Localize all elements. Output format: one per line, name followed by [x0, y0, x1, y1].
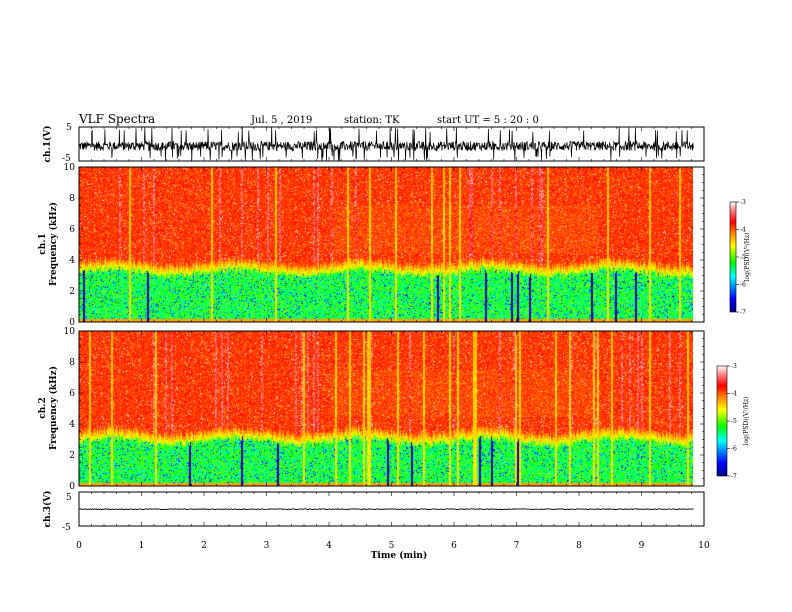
x-axis-tick-label: 4: [326, 541, 332, 551]
ch2-ytick-label: 4: [69, 420, 75, 430]
cb2-tick-label: -3: [731, 363, 737, 370]
x-axis-tick-label: 8: [576, 541, 582, 551]
ch1-ytick-label: 2: [69, 287, 75, 297]
ch1-waveform-ylabel: ch.1(V): [42, 126, 53, 163]
ch1-waveform-panel: 5 -5 ch.1(V): [42, 123, 705, 164]
ch1-colorbar-gradient: [729, 201, 737, 313]
ch2-colorbar-gradient: [716, 365, 728, 477]
header-date: Jul. 5 , 2019: [250, 115, 312, 126]
x-axis-tick-label: 0: [76, 541, 82, 551]
cb1-tick-label: -7: [740, 309, 746, 316]
ch3-waveform-panel: 5 -5 ch.3(V): [42, 491, 705, 533]
ch2-spectrogram-ylabel-frequency: Frequency (kHz): [48, 366, 59, 450]
x-axis-tick-labels: 0 1 2 3 4 5 6 7 8 9 10: [76, 541, 710, 551]
header-start-time: start UT = 5 : 20 : 0: [437, 115, 539, 126]
ch2-spectrogram-image: [79, 331, 693, 486]
cb1-tick-label: -3: [740, 199, 746, 206]
header-station: station: TK: [344, 115, 400, 126]
ch2-colorbar-label: log(PSD)(V²/Hz): [743, 397, 750, 446]
ch1-spectrogram-ylabel-frequency: Frequency (kHz): [48, 202, 59, 286]
x-axis-tick-label: 1: [139, 541, 145, 551]
ch1-colorbar-label: log(PSD)(V²/Hz): [744, 233, 751, 282]
ch2-ytick-label: 2: [69, 451, 75, 461]
ch2-spectrogram-ylabel-channel: ch.2: [38, 397, 48, 418]
cb1-tick-label: -4: [740, 227, 746, 234]
ch1-ytick-label: 10: [64, 163, 76, 173]
ch1-ytick-label: 0: [69, 318, 75, 328]
ch1-spectrogram-image: [79, 167, 693, 322]
cb1-tick-label: -6: [740, 282, 746, 289]
x-axis-tick-label: 10: [698, 541, 710, 551]
x-axis-label: Time (min): [371, 550, 428, 561]
cb2-tick-label: -7: [731, 473, 737, 480]
ch1-spectrogram-ylabel-channel: ch.1: [38, 233, 48, 254]
ch1-ytick-label: 8: [69, 194, 75, 204]
ch2-ytick-label: 10: [64, 327, 76, 337]
ch3-waveform-ylabel: ch.3(V): [42, 491, 53, 528]
cb2-tick-label: -6: [731, 446, 737, 453]
ch2-colorbar: log(PSD)(V²/Hz) -3 -4 -5 -6 -7: [716, 363, 750, 480]
x-axis-tick-label: 9: [639, 541, 645, 551]
ch1-colorbar: log(PSD)(V²/Hz) -3 -4 -5 -6 -7: [729, 199, 751, 316]
ch3-ytick-bottom: -5: [62, 523, 71, 533]
ch1-ytick-label: 4: [69, 256, 75, 266]
ch3-waveform-trace: [78, 508, 694, 511]
x-axis-tick-label: 7: [514, 541, 520, 551]
ch1-spectrogram-panel: 0 2 4 6 8 10 ch.1 Frequency (kHz) log(PSD)(V²…: [38, 163, 751, 328]
ch2-spectrogram-panel: 0 2 4 6 8 10 ch.2 Frequency (kHz) log(PSD)(V²…: [38, 327, 750, 492]
x-axis-tick-label: 2: [201, 541, 207, 551]
figure-title: VLF Spectra: [78, 112, 155, 126]
ch2-ytick-label: 8: [69, 358, 75, 368]
cb1-tick-label: -5: [740, 254, 746, 261]
x-axis-tick-label: 6: [451, 541, 457, 551]
ch1-waveform-trace: [78, 127, 694, 162]
ch1-ytick-bottom: -5: [62, 154, 71, 164]
cb2-tick-label: -5: [731, 418, 737, 425]
x-axis-tick-label: 3: [264, 541, 270, 551]
ch3-ytick-top: 5: [66, 493, 72, 503]
ch1-ytick-label: 6: [69, 225, 75, 235]
ch2-ytick-label: 6: [69, 389, 75, 399]
x-axis-tick-label: 5: [389, 541, 395, 551]
ch1-ytick-top: 5: [66, 123, 72, 133]
cb2-tick-label: -4: [731, 391, 737, 398]
ch2-ytick-label: 0: [69, 482, 75, 492]
